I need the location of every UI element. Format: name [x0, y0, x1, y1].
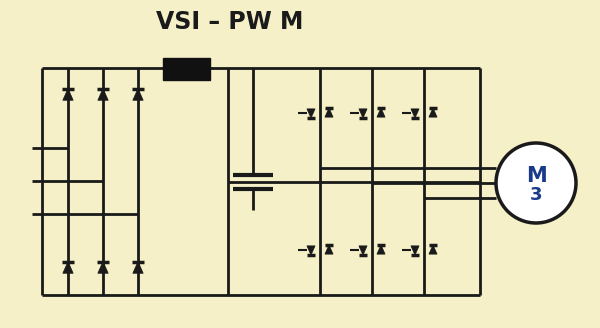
Polygon shape	[411, 246, 419, 255]
Polygon shape	[411, 109, 419, 118]
Polygon shape	[429, 245, 437, 254]
Polygon shape	[377, 108, 385, 117]
Polygon shape	[325, 108, 333, 117]
Polygon shape	[133, 261, 143, 273]
Polygon shape	[429, 108, 437, 117]
Polygon shape	[307, 109, 315, 118]
Polygon shape	[307, 246, 315, 255]
Ellipse shape	[496, 143, 576, 223]
Polygon shape	[377, 245, 385, 254]
Polygon shape	[359, 246, 367, 255]
Text: M: M	[526, 166, 547, 186]
Polygon shape	[98, 89, 108, 100]
Polygon shape	[98, 261, 108, 273]
Bar	[163, 58, 210, 80]
Text: 3: 3	[530, 186, 542, 204]
Polygon shape	[359, 109, 367, 118]
Polygon shape	[63, 89, 73, 100]
Polygon shape	[325, 245, 333, 254]
Polygon shape	[133, 89, 143, 100]
Text: VSI – PW M: VSI – PW M	[157, 10, 304, 34]
Polygon shape	[63, 261, 73, 273]
